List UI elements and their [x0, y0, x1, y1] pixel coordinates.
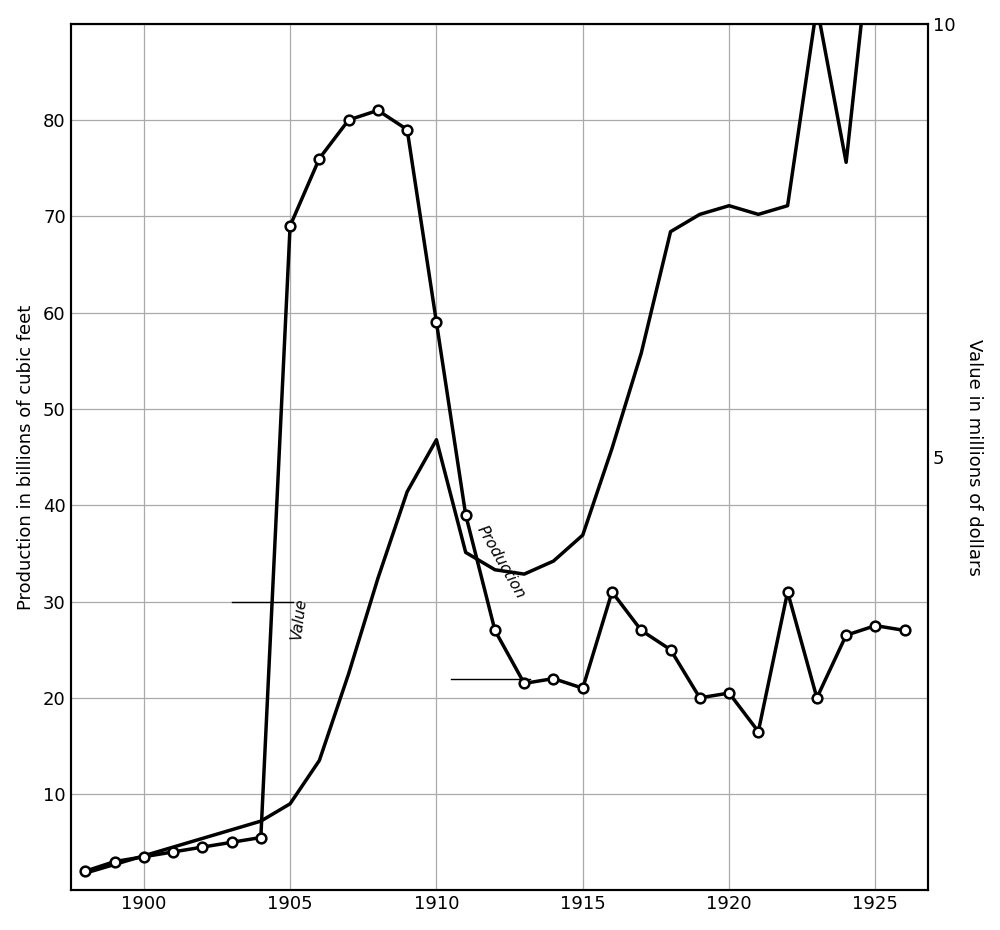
- Y-axis label: Value in millions of dollars: Value in millions of dollars: [965, 339, 983, 576]
- Text: Value: Value: [289, 596, 309, 640]
- Y-axis label: Production in billions of cubic feet: Production in billions of cubic feet: [17, 304, 35, 610]
- Text: Production: Production: [474, 524, 528, 602]
